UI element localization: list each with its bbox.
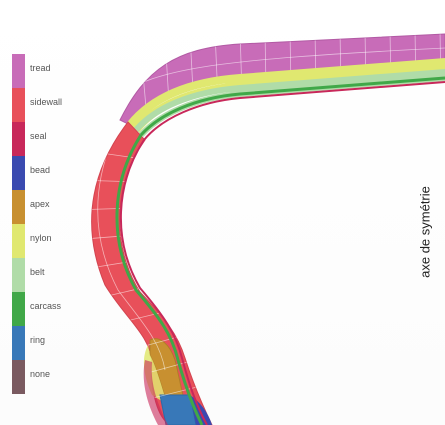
legend-item-bead: bead (12, 156, 102, 190)
legend-label: nylon (30, 233, 52, 243)
legend-item-apex: apex (12, 190, 102, 224)
legend-item-ring: ring (12, 326, 102, 360)
legend-swatch (12, 190, 25, 224)
sidewall-region (91, 121, 213, 425)
carcass-line (139, 76, 445, 137)
legend-item-sidewall: sidewall (12, 88, 102, 122)
legend-swatch (12, 88, 25, 122)
legend-label: seal (30, 131, 47, 141)
legend-swatch (12, 224, 25, 258)
legend-swatch (12, 122, 25, 156)
legend-swatch (12, 54, 25, 88)
legend-swatch (12, 258, 25, 292)
carcass-side-line (115, 134, 204, 425)
legend-label: sidewall (30, 97, 63, 107)
material-legend: tread sidewall seal bead apex nylon belt carcas… (12, 54, 102, 394)
legend-item-seal: seal (12, 122, 102, 156)
legend-item-belt: belt (12, 258, 102, 292)
inner-liner-side-line (119, 139, 208, 425)
legend-swatch (12, 156, 25, 190)
legend-label: tread (30, 63, 51, 73)
legend-label: apex (30, 199, 50, 209)
legend-label: bead (30, 165, 51, 175)
legend-item-none: none (12, 360, 102, 394)
inner-liner-line (143, 81, 445, 141)
legend-item-carcass: carcass (12, 292, 102, 326)
ring-region (159, 394, 197, 425)
legend-label: belt (30, 267, 45, 277)
legend-label: carcass (30, 301, 62, 311)
legend-swatch (12, 360, 25, 394)
legend-label: ring (30, 335, 46, 345)
seal-region (143, 360, 168, 425)
legend-label: none (30, 369, 51, 379)
legend-swatch (12, 326, 25, 360)
symmetry-axis-label: axe de symétrie (417, 186, 433, 278)
legend-item-tread: tread (12, 54, 102, 88)
legend-swatch (12, 292, 25, 326)
legend-item-nylon: nylon (12, 224, 102, 258)
